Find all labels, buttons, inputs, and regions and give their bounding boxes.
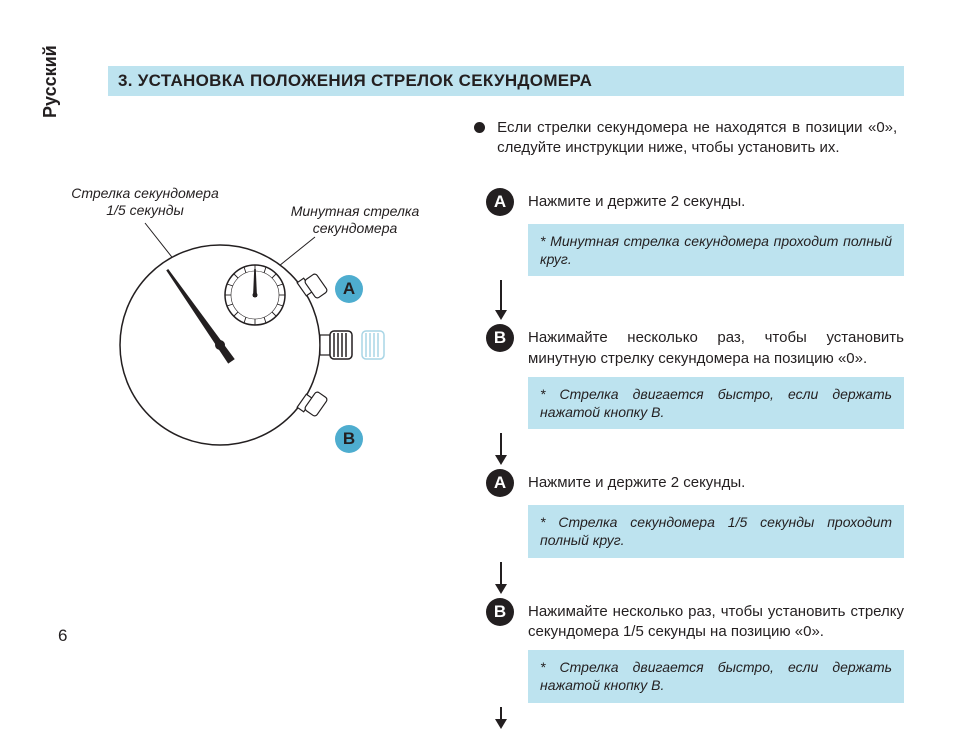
step-note: * Стрелка секундомера 1/5 секунды проход… [528, 505, 904, 557]
step-text: Нажимайте несколько раз, чтобы установит… [528, 598, 904, 643]
arrow-down-icon [494, 562, 904, 594]
step-badge: A [486, 188, 514, 216]
arrow-down-icon [494, 433, 904, 465]
step-note: * Стрелка двигается быстро, если держать… [528, 377, 904, 429]
diagram-badge-b: B [335, 425, 363, 453]
arrow-down-icon [494, 707, 904, 729]
arrow-down-icon [494, 280, 904, 320]
step-badge: B [486, 324, 514, 352]
step-note: * Стрелка двигается быстро, если держать… [528, 650, 904, 702]
crown-icon [320, 331, 384, 359]
step-badge: A [486, 469, 514, 497]
page: Русский 3. УСТАНОВКА ПОЛОЖЕНИЯ СТРЕЛОК С… [0, 0, 954, 664]
language-label: Русский [40, 45, 61, 118]
step-row: A Нажмите и держите 2 секунды. [486, 469, 904, 497]
step-text: Нажмите и держите 2 секунды. [528, 469, 904, 493]
steps-list: A Нажмите и держите 2 секунды. * Минутна… [486, 188, 904, 733]
intro-text: Если стрелки секундомера не находятся в … [497, 118, 897, 159]
step-text: Нажимайте несколько раз, чтобы установит… [528, 324, 904, 369]
step-note: * Минутная стрелка секундомера проходит … [528, 224, 904, 276]
step-row: A Нажмите и держите 2 секунды. [486, 188, 904, 216]
diagram-badge-a: A [335, 275, 363, 303]
intro-paragraph: Если стрелки секундомера не находятся в … [474, 118, 904, 159]
page-number: 6 [58, 626, 67, 646]
watch-diagram: Стрелка секундомера 1/5 секунды Минутная… [60, 185, 460, 485]
step-badge: B [486, 598, 514, 626]
step-row: B Нажимайте несколько раз, чтобы установ… [486, 324, 904, 369]
watch-svg [60, 185, 460, 485]
section-title: 3. УСТАНОВКА ПОЛОЖЕНИЯ СТРЕЛОК СЕКУНДОМЕ… [108, 66, 904, 96]
step-row: B Нажимайте несколько раз, чтобы установ… [486, 598, 904, 643]
step-text: Нажмите и держите 2 секунды. [528, 188, 904, 212]
bullet-icon [474, 122, 485, 133]
